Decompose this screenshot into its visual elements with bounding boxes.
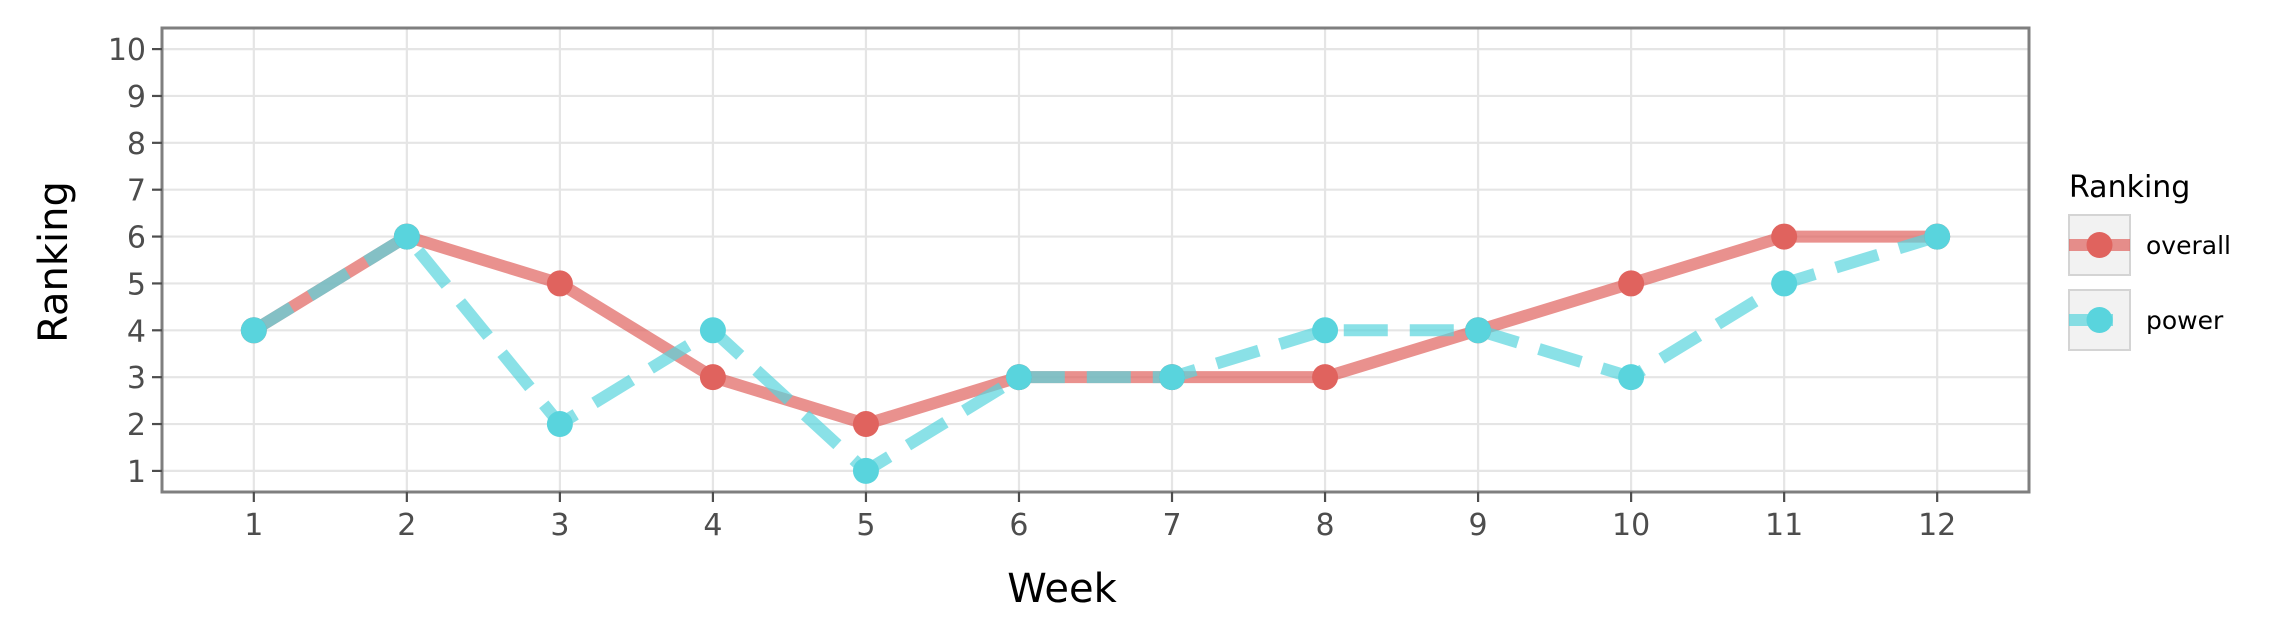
data-point-power xyxy=(240,317,267,344)
x-tick-label: 12 xyxy=(1918,508,1956,543)
x-axis-title: Week xyxy=(1007,566,1117,612)
plot-border xyxy=(160,26,2031,494)
legend: Ranking overall power xyxy=(2068,170,2231,351)
x-tick-label: 6 xyxy=(1009,508,1028,543)
legend-title: Ranking xyxy=(2069,170,2190,205)
legend-point-overall xyxy=(2086,232,2113,258)
y-axis: 1 2 3 4 5 6 7 8 9 10 xyxy=(108,33,162,490)
data-point-power xyxy=(393,223,420,250)
x-tick-label: 1 xyxy=(244,508,263,543)
data-point-power xyxy=(1924,223,1951,250)
legend-point-power xyxy=(2086,307,2113,333)
data-point-power xyxy=(852,457,879,484)
data-point-overall xyxy=(1312,364,1339,391)
x-axis: 1 2 3 4 5 6 7 8 9 10 11 12 xyxy=(244,492,1956,543)
y-tick-label: 9 xyxy=(127,80,146,115)
data-point-power xyxy=(699,317,726,344)
y-tick-label: 4 xyxy=(127,314,146,349)
x-tick-label: 4 xyxy=(703,508,722,543)
x-tick-label: 9 xyxy=(1469,508,1488,543)
series-line-power xyxy=(250,230,1939,477)
data-point-power xyxy=(1465,317,1492,344)
series-layer xyxy=(240,223,1951,484)
x-tick-label: 8 xyxy=(1316,508,1335,543)
data-point-overall xyxy=(546,270,573,297)
data-point-power xyxy=(1771,270,1798,297)
data-point-overall xyxy=(852,411,879,438)
x-tick-label: 10 xyxy=(1612,508,1650,543)
data-point-overall xyxy=(1771,223,1798,250)
data-point-power xyxy=(1005,364,1032,391)
data-point-power xyxy=(1312,317,1339,344)
legend-label-power: power xyxy=(2146,306,2224,335)
data-point-overall xyxy=(699,364,726,391)
y-tick-label: 2 xyxy=(127,408,146,443)
legend-label-overall: overall xyxy=(2146,231,2231,260)
y-tick-label: 8 xyxy=(127,127,146,162)
y-axis-title: Ranking xyxy=(31,181,77,343)
x-tick-label: 5 xyxy=(856,508,875,543)
x-tick-label: 3 xyxy=(550,508,569,543)
data-point-power xyxy=(1159,364,1186,391)
y-tick-label: 3 xyxy=(127,361,146,396)
x-tick-label: 7 xyxy=(1162,508,1181,543)
y-tick-label: 7 xyxy=(127,174,146,209)
y-tick-label: 5 xyxy=(127,267,146,302)
data-point-power xyxy=(1618,364,1645,391)
y-tick-label: 1 xyxy=(127,455,146,490)
data-point-overall xyxy=(1618,270,1645,297)
x-tick-label: 11 xyxy=(1765,508,1803,543)
data-point-power xyxy=(546,411,573,438)
y-tick-label: 10 xyxy=(108,33,146,68)
x-tick-label: 2 xyxy=(397,508,416,543)
y-tick-label: 6 xyxy=(127,221,146,256)
plot-panel xyxy=(162,28,2029,492)
